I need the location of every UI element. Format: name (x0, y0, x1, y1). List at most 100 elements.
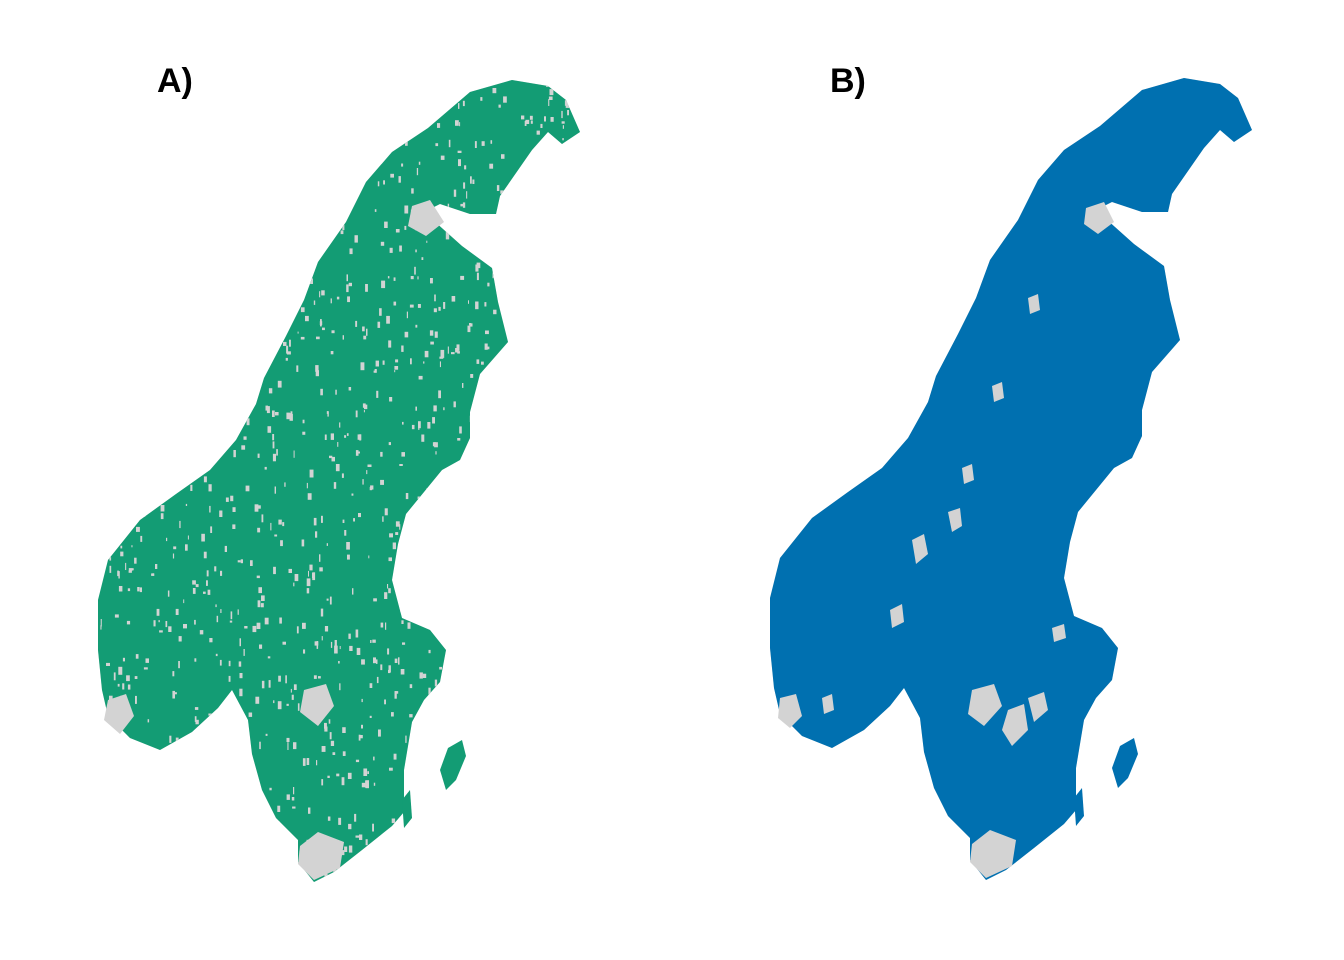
panel-a-gap (229, 620, 233, 623)
panel-a-gap (269, 827, 274, 834)
panel-a-gap (223, 282, 227, 288)
panel-a-gap (401, 163, 404, 167)
panel-a-gap (495, 437, 497, 440)
panel-a-gap (405, 845, 408, 847)
panel-a-gap (358, 168, 362, 173)
panel-a-gap (433, 308, 437, 313)
panel-a-gap (306, 758, 310, 765)
panel-a-gap (531, 615, 535, 623)
panel-a-gap (457, 438, 461, 441)
panel-a-gap (239, 673, 243, 679)
panel-a-gap (419, 672, 423, 679)
panel-a-gap (156, 121, 158, 129)
panel-a-gap (154, 275, 159, 278)
panel-a-gap (168, 626, 172, 632)
panel-a-gap (566, 720, 570, 727)
panel-a-gap (507, 627, 511, 634)
panel-a-gap (284, 92, 289, 96)
panel-a-gap (185, 769, 187, 777)
panel-a-gap (239, 317, 242, 323)
panel-a-gap (128, 568, 133, 571)
panel-a-gap (296, 103, 299, 109)
panel-a-gap (380, 479, 384, 485)
panel-a-gap (494, 453, 499, 461)
panel-a-gap (329, 455, 333, 459)
panel-a-gap (293, 742, 297, 750)
panel-a-gap (501, 849, 505, 852)
panel-a-gap (454, 799, 456, 805)
panel-a-gap (490, 870, 494, 877)
panel-a-gap (230, 757, 233, 762)
panel-a-gap (416, 85, 418, 92)
panel-a-gap (212, 460, 217, 463)
panel-a-gap (169, 420, 172, 424)
panel-a-gap (512, 324, 515, 332)
panel-a-gap (421, 434, 425, 442)
panel-a-gap (475, 779, 477, 782)
panel-a-gap (233, 811, 235, 814)
panel-a-gap (319, 107, 323, 110)
panel-a-gap (324, 726, 328, 732)
panel-a-gap (483, 553, 485, 557)
panel-a-gap (277, 380, 282, 388)
panel-a-gap (432, 612, 436, 618)
panel-a-gap (477, 742, 480, 750)
panel-a-gap (201, 402, 204, 407)
panel-a-gap (334, 640, 337, 648)
panel-a-gap (256, 126, 260, 135)
panel-a-gap (499, 659, 502, 663)
panel-a-gap (339, 683, 341, 691)
panel-a-gap (173, 692, 177, 695)
panel-a-gap (307, 493, 312, 500)
panel-a-gap (259, 644, 263, 649)
panel-a-gap (496, 624, 499, 628)
panel-a-gap (208, 308, 209, 315)
panel-a-gap (549, 233, 553, 239)
panel-a-gap (512, 231, 516, 237)
panel-a-gap (123, 390, 126, 397)
panel-a-gap (99, 252, 101, 258)
panel-a-gap (228, 660, 231, 667)
panel-a-gap (335, 148, 339, 152)
panel-a-gap (419, 736, 424, 744)
panel-a-gap (521, 404, 523, 408)
panel-a-gap (396, 826, 401, 834)
panel-a-gap (128, 457, 133, 461)
panel-a-gap (134, 676, 138, 679)
panel-a-gap (251, 389, 256, 396)
panel-a-gap (567, 110, 569, 116)
panel-a-gap (272, 441, 275, 449)
panel-a-gap (230, 495, 234, 502)
panel-a-gap (247, 340, 251, 347)
panel-a-gap (157, 142, 162, 149)
panel-a-gap (248, 712, 253, 717)
panel-a-gap (237, 157, 241, 164)
panel-a-gap (373, 657, 376, 664)
panel-a-gap (449, 517, 452, 523)
panel-a-gap (109, 695, 113, 702)
panel-a-gap (264, 617, 269, 625)
panel-a-gap (548, 394, 550, 399)
panel-a-gap (470, 176, 472, 184)
panel-a-gap (404, 80, 406, 85)
panel-a-gap (232, 507, 236, 512)
panel-a-gap (309, 278, 313, 284)
panel-a-gap (120, 117, 124, 121)
panel-a-gap (206, 580, 208, 586)
panel-a-gap (363, 409, 365, 413)
panel-a-gap (567, 840, 570, 847)
panel-a-gap (351, 865, 356, 871)
panel-a-gap (511, 202, 516, 209)
panel-a-gap (547, 725, 549, 731)
panel-a-gap (517, 344, 520, 350)
panel-a-gap (165, 621, 168, 628)
panel-a-gap (316, 760, 318, 766)
panel-a-gap (297, 153, 300, 161)
panel-a-gap (415, 249, 417, 253)
panel-a-gap (286, 345, 289, 354)
panel-a-gap (425, 788, 428, 794)
panel-a-gap (105, 342, 109, 350)
panel-a-gap (399, 245, 402, 252)
panel-a-gap (315, 370, 319, 377)
panel-a-gap (449, 507, 451, 513)
